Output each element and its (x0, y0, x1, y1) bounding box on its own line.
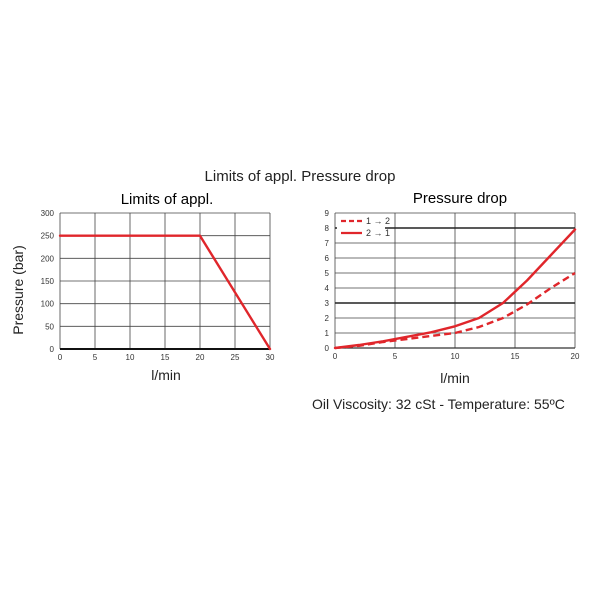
limits-grid (59, 212, 271, 350)
pressure-drop-y-tick-label: 9 (325, 209, 330, 218)
limits-chart: Limits of appl. Pressure (bar) l/min 0 5 1… (10, 191, 275, 383)
pressure-drop-y-tick-label: 7 (325, 239, 330, 248)
limits-x-tick-label: 30 (266, 353, 275, 362)
limits-y-axis-label: Pressure (bar) (10, 245, 26, 334)
pressure-drop-chart-title: Pressure drop (413, 190, 507, 207)
limits-y-tick-label: 0 (50, 345, 55, 354)
limits-x-tick-label: 5 (93, 353, 98, 362)
pressure-drop-y-tick-label: 5 (325, 269, 330, 278)
limits-y-tick-label: 250 (41, 232, 55, 241)
pressure-drop-x-tick-label: 10 (451, 352, 460, 361)
limits-y-tick-label: 50 (45, 322, 54, 331)
limits-y-tick-label: 100 (41, 300, 55, 309)
pressure-drop-legend-box (337, 214, 385, 240)
pressure-drop-legend: 1 → 2 2 → 1 (337, 214, 390, 240)
pressure-drop-chart: Pressure drop l/min 0 5 10 15 20 0 1 2 3 4 5 6 7 8 9 1 … (325, 190, 580, 386)
pressure-drop-legend-label: 1 → 2 (366, 216, 390, 226)
pressure-drop-y-tick-label: 0 (325, 344, 330, 353)
limits-y-tick-label: 200 (41, 254, 55, 263)
limits-x-tick-label: 15 (161, 353, 170, 362)
pressure-drop-y-tick-label: 4 (325, 284, 330, 293)
limits-x-tick-label: 10 (126, 353, 135, 362)
limits-x-tick-label: 20 (196, 353, 205, 362)
pressure-drop-y-tick-label: 8 (325, 224, 330, 233)
pressure-drop-y-tick-label: 1 (325, 329, 330, 338)
limits-y-tick-label: 150 (41, 277, 55, 286)
pressure-drop-legend-label: 2 → 1 (366, 228, 390, 238)
pressure-drop-x-tick-label: 0 (333, 352, 338, 361)
limits-y-tick-label: 300 (41, 209, 55, 218)
pressure-drop-y-tick-label: 2 (325, 314, 330, 323)
pressure-drop-x-tick-label: 15 (511, 352, 520, 361)
pressure-drop-y-tick-label: 6 (325, 254, 330, 263)
limits-series-line (58, 234, 272, 351)
limits-x-tick-label: 25 (231, 353, 240, 362)
pressure-drop-x-axis-label: l/min (440, 370, 470, 386)
limits-x-axis-label: l/min (151, 367, 181, 383)
limits-chart-title: Limits of appl. (121, 191, 214, 208)
oil-viscosity-caption: Oil Viscosity: 32 cSt - Temperature: 55º… (312, 396, 565, 412)
pressure-drop-x-tick-label: 20 (571, 352, 580, 361)
page-title: Limits of appl. Pressure drop (204, 168, 396, 185)
limits-x-tick-label: 0 (58, 353, 63, 362)
pressure-drop-y-tick-label: 3 (325, 299, 330, 308)
pressure-drop-grid (334, 212, 576, 349)
pressure-drop-x-tick-label: 5 (393, 352, 398, 361)
pressure-drop-series-line (333, 228, 577, 350)
